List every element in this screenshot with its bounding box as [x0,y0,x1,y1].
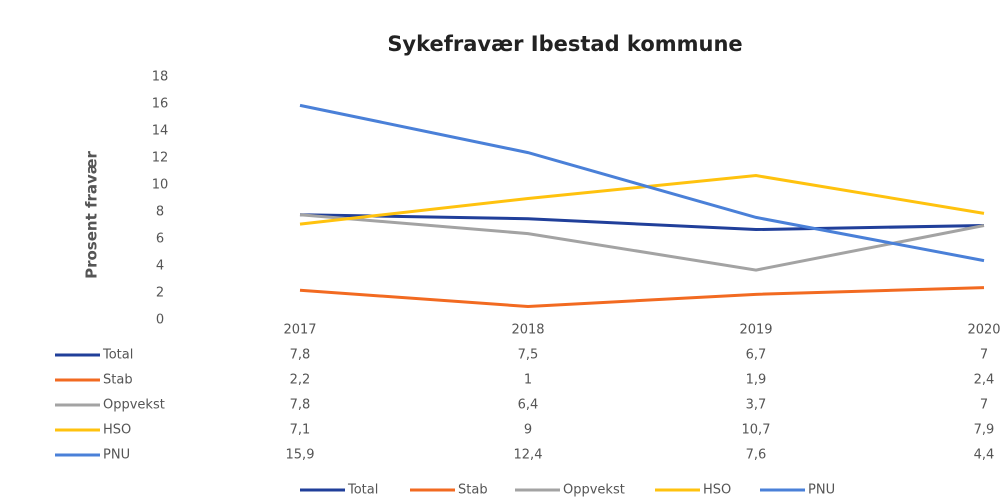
y-tick-label: 2 [156,286,164,301]
y-axis-label: Prosent fravær [83,150,101,278]
table-cell: 15,9 [286,448,315,463]
table-cell: 1 [524,373,532,388]
table-cell: 7,8 [290,398,311,413]
y-tick-label: 12 [152,151,169,166]
y-tick-label: 10 [152,178,169,193]
table-cell: 2,4 [974,373,995,388]
data-line [299,213,985,272]
table-cell: 12,4 [514,448,543,463]
x-tick-label: 2017 [283,323,316,338]
y-tick-label: 18 [152,70,169,85]
data-line [299,286,985,309]
table-cell: 7 [980,348,988,363]
table-cell: 7,8 [290,348,311,363]
x-tick-label: 2019 [739,323,772,338]
table-cell: 2,2 [290,373,311,388]
table-cell: 1,9 [746,373,767,388]
table-cell: 7,5 [518,348,539,363]
table-cell: 3,7 [746,398,767,413]
y-tick-label: 16 [152,97,169,112]
table-cell: 6,7 [746,348,767,363]
table-row-label: Total [102,348,133,363]
x-tick-label: 2020 [967,323,1000,338]
legend-label: Stab [458,483,488,498]
y-tick-label: 4 [156,259,164,274]
table-cell: 4,4 [974,448,995,463]
table-row-label: Oppvekst [103,398,165,413]
table-cell: 7,9 [974,423,995,438]
y-tick-label: 14 [152,124,169,139]
legend-label: PNU [808,483,835,498]
legend-label: Oppvekst [563,483,625,498]
data-line [299,174,985,226]
y-tick-label: 6 [156,232,164,247]
y-tick-label: 0 [156,313,164,328]
table-row-label: Stab [103,373,133,388]
table-cell: 10,7 [742,423,771,438]
table-cell: 7,1 [290,423,311,438]
table-cell: 9 [524,423,532,438]
chart-title: Sykefravær Ibestad kommune [387,32,742,56]
table-cell: 7,6 [746,448,767,463]
legend-label: Total [347,483,378,498]
table-cell: 7 [980,398,988,413]
legend-label: HSO [703,483,731,498]
table-cell: 6,4 [518,398,539,413]
data-line [299,213,985,232]
y-tick-label: 8 [156,205,164,220]
table-row-label: HSO [103,423,131,438]
table-row-label: PNU [103,448,130,463]
x-tick-label: 2018 [511,323,544,338]
data-line [299,103,985,263]
